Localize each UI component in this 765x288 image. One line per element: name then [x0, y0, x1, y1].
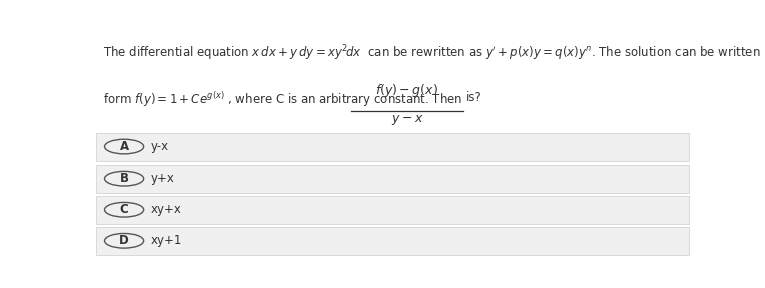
Text: $\mathit{y - x}$: $\mathit{y - x}$: [391, 113, 423, 127]
FancyBboxPatch shape: [96, 228, 688, 255]
Text: is?: is?: [466, 91, 482, 104]
Text: y+x: y+x: [150, 172, 174, 185]
Text: B: B: [119, 172, 129, 185]
Text: form $\mathit{f(y) = 1 + Ce^{g(x)}}$ , where C is an arbitrary constant. Then: form $\mathit{f(y) = 1 + Ce^{g(x)}}$ , w…: [103, 90, 463, 109]
Text: D: D: [119, 234, 129, 247]
Text: A: A: [119, 140, 129, 153]
Text: y-x: y-x: [150, 140, 168, 153]
Text: C: C: [119, 203, 129, 216]
FancyBboxPatch shape: [96, 133, 688, 161]
Text: xy+x: xy+x: [150, 203, 181, 216]
Text: The differential equation $\mathit{x\,dx + y\,dy = xy^2\!dx}$  can be rewritten : The differential equation $\mathit{x\,dx…: [103, 43, 765, 63]
Text: xy+1: xy+1: [150, 234, 181, 247]
FancyBboxPatch shape: [96, 196, 688, 224]
Text: $\mathit{f(y) - g(x)}$: $\mathit{f(y) - g(x)}$: [376, 82, 438, 99]
FancyBboxPatch shape: [96, 165, 688, 193]
